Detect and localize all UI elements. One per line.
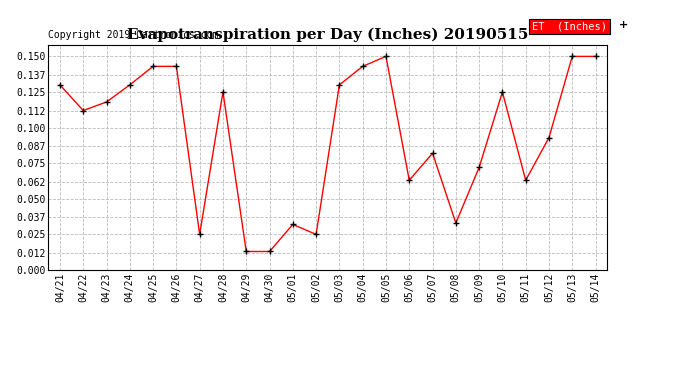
Text: +: +	[618, 20, 628, 30]
Text: Copyright 2019 Cartronics.com: Copyright 2019 Cartronics.com	[48, 30, 219, 40]
Text: ET  (Inches): ET (Inches)	[532, 21, 607, 32]
Title: Evapotranspiration per Day (Inches) 20190515: Evapotranspiration per Day (Inches) 2019…	[127, 28, 529, 42]
